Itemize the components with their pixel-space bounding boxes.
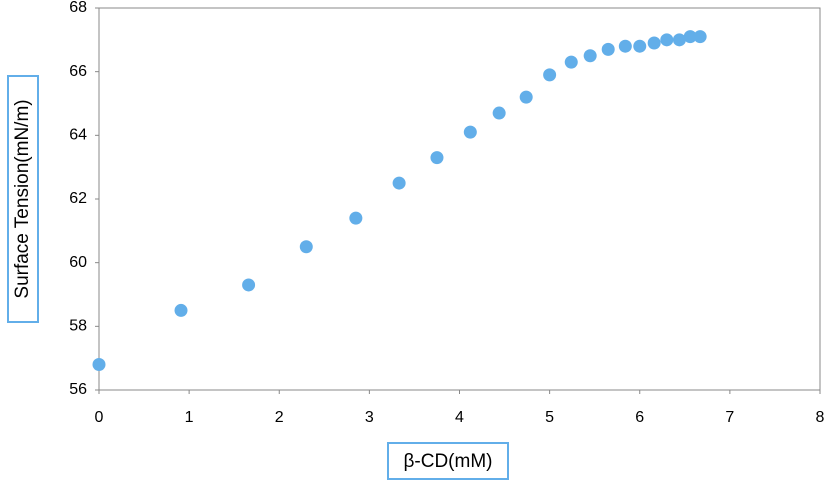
point	[242, 278, 256, 292]
point	[660, 33, 674, 47]
point	[92, 358, 106, 372]
point	[463, 125, 477, 139]
x-tick-label: 2	[275, 409, 284, 426]
y-axis-label: Surface Tension(mN/m)	[12, 99, 33, 298]
point	[349, 211, 363, 225]
point	[174, 303, 188, 317]
x-tick-label: 1	[185, 409, 194, 426]
point	[672, 33, 686, 47]
point	[430, 151, 444, 165]
point	[564, 55, 578, 69]
x-tick-label: 6	[635, 409, 644, 426]
y-tick-label: 62	[69, 190, 87, 207]
point	[647, 36, 661, 50]
point	[683, 30, 697, 44]
x-tick-label: 8	[816, 409, 825, 426]
y-tick-label: 56	[69, 381, 87, 398]
point	[601, 42, 615, 56]
x-label-box	[387, 442, 509, 480]
x-tick-label: 7	[725, 409, 734, 426]
y-label-box	[7, 75, 39, 323]
point	[583, 49, 597, 63]
point	[492, 106, 506, 120]
point	[392, 176, 406, 190]
plot-frame	[98, 7, 821, 391]
x-tick-label: 5	[545, 409, 554, 426]
point	[543, 68, 557, 82]
x-tick-label: 0	[95, 409, 104, 426]
x-axis-label: β-CD(mM)	[403, 451, 492, 472]
point	[693, 30, 707, 44]
y-tick-label: 68	[69, 0, 87, 16]
y-tick-label: 66	[69, 63, 87, 80]
point	[519, 90, 533, 104]
point	[618, 39, 632, 53]
y-tick-label: 60	[69, 254, 87, 271]
x-tick-label: 3	[365, 409, 374, 426]
x-tick-label: 4	[455, 409, 464, 426]
y-tick-label: 58	[69, 318, 87, 335]
y-tick-label: 64	[69, 127, 87, 144]
point	[299, 240, 313, 254]
point	[633, 39, 647, 53]
